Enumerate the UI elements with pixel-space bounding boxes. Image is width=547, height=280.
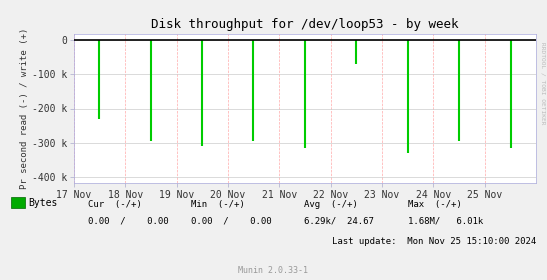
Title: Disk throughput for /dev/loop53 - by week: Disk throughput for /dev/loop53 - by wee… (151, 18, 459, 31)
Y-axis label: Pr second read (-) / write (+): Pr second read (-) / write (+) (20, 28, 29, 189)
Text: Munin 2.0.33-1: Munin 2.0.33-1 (238, 266, 309, 275)
Text: 1.68M/   6.01k: 1.68M/ 6.01k (408, 217, 483, 226)
Text: Max  (-/+): Max (-/+) (408, 200, 461, 209)
Text: Last update:  Mon Nov 25 15:10:00 2024: Last update: Mon Nov 25 15:10:00 2024 (332, 237, 536, 246)
Text: 0.00  /    0.00: 0.00 / 0.00 (88, 217, 168, 226)
Text: Min  (-/+): Min (-/+) (191, 200, 245, 209)
Text: RRDTOOL / TOBI OETIKER: RRDTOOL / TOBI OETIKER (541, 42, 546, 125)
Text: Cur  (-/+): Cur (-/+) (88, 200, 141, 209)
Text: Bytes: Bytes (28, 198, 58, 208)
Text: Avg  (-/+): Avg (-/+) (304, 200, 357, 209)
Text: 0.00  /    0.00: 0.00 / 0.00 (191, 217, 272, 226)
Text: 6.29k/  24.67: 6.29k/ 24.67 (304, 217, 374, 226)
